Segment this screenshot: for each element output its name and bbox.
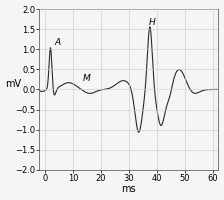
Text: H: H [149, 18, 155, 27]
Y-axis label: mV: mV [6, 79, 22, 89]
Text: A: A [55, 38, 61, 47]
X-axis label: ms: ms [122, 184, 136, 194]
Text: M: M [83, 74, 90, 83]
